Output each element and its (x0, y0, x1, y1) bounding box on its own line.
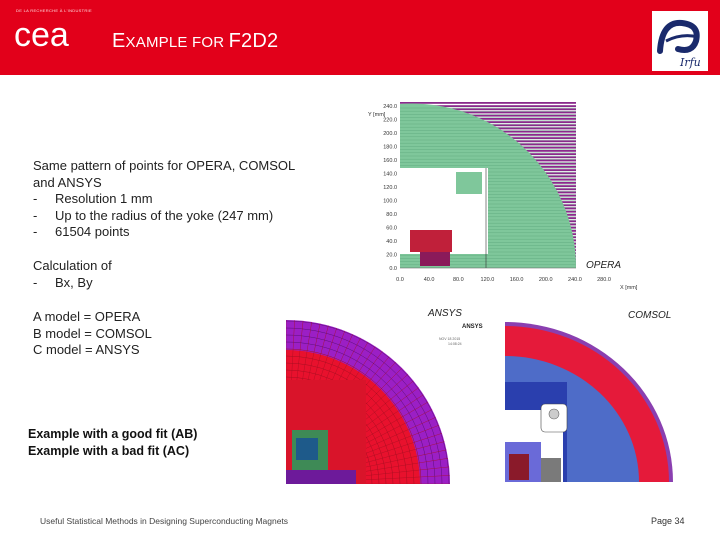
y-tick-label: 140.0 (383, 172, 397, 178)
opera-label: OPERA (586, 260, 621, 271)
pattern-item: -61504 points (33, 224, 130, 239)
cea-logo: cea (14, 18, 69, 52)
ansys-mesh-svg: ANSYS NOV 18 2015 14:08:24 (286, 320, 496, 484)
x-tick-label: 80.0 (453, 277, 464, 283)
pattern-item: - Resolution 1 mm (33, 191, 153, 206)
pattern-line-2: and ANSYS (33, 174, 102, 190)
grid-stripe (400, 114, 576, 117)
ansys-mesh-image: ANSYS NOV 18 2015 14:08:24 (286, 320, 496, 484)
cea-tagline: DE LA RECHERCHE À L'INDUSTRIE (16, 8, 92, 13)
comsol-label: COMSOL (628, 310, 672, 321)
y-tick-label: 160.0 (383, 158, 397, 164)
y-tick-label: 200.0 (383, 131, 397, 137)
opera-points-plot: 240.0 220.0 200.0 180.0 160.0 140.0 120.0 100.0… (368, 102, 638, 291)
model-a: A model = OPERA (33, 309, 141, 324)
title-code: F2D2 (228, 30, 279, 52)
comsol-model-image (505, 322, 673, 482)
y-axis-label: Y [mm] (368, 112, 386, 118)
header-bar: DE LA RECHERCHE À L'INDUSTRIE cea EXAMPL… (0, 0, 720, 75)
grid-stripe (400, 105, 576, 107)
coil-region-lower (420, 252, 450, 266)
x-axis-label: X [mm] (620, 285, 638, 291)
grid-stripe (400, 118, 576, 120)
y-tick-label: 20.0 (386, 253, 397, 259)
grid-stripe (400, 108, 576, 111)
x-tick-label: 0.0 (396, 277, 404, 283)
y-tick-label: 100.0 (383, 199, 397, 205)
bad-fit-text: Example with a bad fit (AC) (28, 444, 190, 458)
y-tick-label: 40.0 (386, 239, 397, 245)
title-initial: E (112, 30, 126, 52)
irfu-logo: Irfu (652, 11, 708, 71)
slide-title: EXAMPLE FOR F2D2 (112, 30, 278, 53)
footer-title: Useful Statistical Methods in Designing … (40, 516, 289, 526)
model-c: C model = ANSYS (33, 342, 140, 357)
grid-stripe (400, 102, 576, 104)
y-tick-label: 180.0 (383, 145, 397, 151)
calculation-item: - Bx, By (33, 274, 93, 290)
y-tick-label: 120.0 (383, 185, 397, 191)
x-tick-label: 160.0 (510, 277, 524, 283)
x-tick-label: 120.0 (481, 277, 495, 283)
x-tick-labels: 0.0 40.0 80.0 120.0 160.0 200.0 240.0 280.0 (396, 277, 611, 283)
model-list: A model = OPERA B model = COMSOL C model… (33, 309, 152, 359)
ansys-time: 14:08:24 (448, 342, 462, 346)
y-tick-label: 0.0 (389, 266, 397, 272)
good-fit-text: Example with a good fit (AB) (28, 427, 198, 441)
page-number: Page 34 (651, 516, 685, 526)
ansys-date: NOV 18 2015 (439, 337, 460, 341)
cea-logo-text: cea (14, 18, 69, 52)
pole-region (456, 172, 482, 194)
coil-region (410, 230, 452, 252)
y-tick-labels: 240.0 220.0 200.0 180.0 160.0 140.0 120.0 100.0… (383, 104, 397, 272)
x-tick-label: 200.0 (539, 277, 553, 283)
y-tick-label: 80.0 (386, 212, 397, 218)
pattern-line-1: Same pattern of points for OPERA, COMSOL (33, 158, 296, 173)
ansys-label: ANSYS (428, 308, 462, 319)
irfu-logo-text: Irfu (679, 56, 701, 69)
x-tick-label: 240.0 (568, 277, 582, 283)
title-small-caps: XAMPLE FOR (125, 34, 229, 51)
x-tick-label: 280.0 (597, 277, 611, 283)
calculation-line: Calculation of (33, 258, 112, 273)
pattern-description: Same pattern of points for OPERA, COMSOL… (33, 158, 295, 241)
grid-stripe (400, 121, 576, 123)
pattern-item: - Up to the radius of the yoke (247 mm) (33, 207, 274, 223)
model-b: B model = COMSOL (33, 325, 152, 341)
grid-stripe (400, 111, 576, 114)
ansys-logo: ANSYS (462, 324, 483, 330)
calculation-description: Calculation of - Bx, By (33, 258, 112, 291)
y-tick-label: 220.0 (383, 118, 397, 124)
comsol-model-svg (505, 322, 673, 482)
fit-examples: Example with a good fit (AB) Example wit… (28, 426, 197, 460)
x-tick-label: 40.0 (424, 277, 435, 283)
y-tick-label: 240.0 (383, 104, 397, 110)
y-tick-label: 60.0 (386, 226, 397, 232)
